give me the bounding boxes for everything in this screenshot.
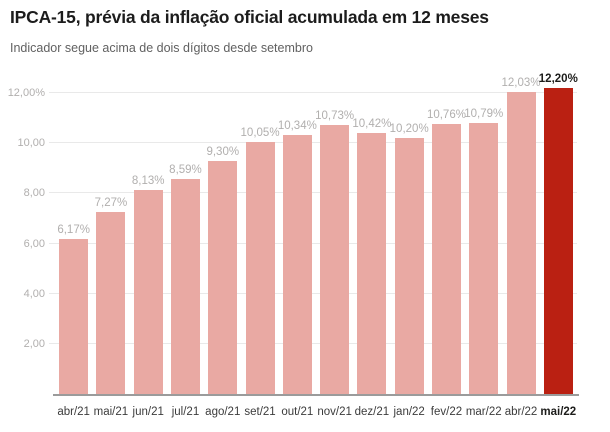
gridline	[49, 342, 577, 344]
bar	[320, 124, 350, 394]
bar-column: 10,42%	[352, 80, 392, 394]
bar-column: 12,20%	[539, 73, 578, 394]
bar	[245, 141, 275, 394]
gridlines-layer	[49, 80, 577, 394]
x-tick-label: jan/22	[393, 406, 425, 418]
bar-column: 9,30%	[204, 80, 241, 394]
y-tick-label: 10,00	[17, 137, 45, 150]
x-tick-label: jun/21	[132, 406, 164, 418]
bar-value-label: 10,20%	[389, 123, 429, 136]
bar-chart: 6,17% 7,27% 8,13% 8,59% 9,30% 10,05% 10,34% 10,…	[55, 73, 578, 394]
bar	[133, 190, 163, 394]
chart-subtitle: Indicador segue acima de dois dígitos de…	[10, 41, 313, 55]
y-tick-label: 8,00	[23, 187, 45, 200]
bar	[59, 239, 89, 394]
bar-value-label: 6,17%	[57, 224, 90, 237]
y-tick-label: 4,00	[23, 287, 45, 300]
x-tick-label: set/21	[244, 406, 276, 418]
bar-value-label: 10,76%	[426, 109, 466, 122]
x-tick-label: mar/22	[465, 406, 502, 418]
bar-highlighted	[543, 88, 573, 394]
bar	[96, 211, 126, 394]
y-axis: 2,00 4,00 6,00 8,00 10,00 12,00%	[0, 80, 45, 394]
x-tick-label: ago/21	[205, 406, 241, 418]
bar	[282, 134, 312, 394]
gridline	[49, 142, 577, 144]
bar-value-label: 10,42%	[352, 117, 392, 130]
x-tick-label: abr/22	[504, 406, 538, 418]
bar-value-label: 8,59%	[169, 163, 202, 176]
x-axis: abr/21 mai/21 jun/21 jul/21 ago/21 set/21 out/…	[55, 406, 577, 418]
bar-value-label: 10,73%	[315, 109, 355, 122]
bar	[170, 178, 200, 394]
x-tick-label: mai/22	[540, 406, 577, 418]
y-tick-label: 6,00	[23, 237, 45, 250]
bar-column: 12,03%	[501, 77, 541, 394]
bar-value-label: 12,20%	[538, 73, 578, 86]
bar-value-label: 12,03%	[501, 77, 541, 90]
y-tick-label: 12,00%	[7, 87, 45, 100]
bar-column: 10,20%	[389, 80, 429, 394]
x-tick-label: dez/21	[354, 406, 390, 418]
x-tick-label: fev/22	[430, 406, 463, 418]
gridline	[49, 192, 577, 194]
chart-title: IPCA-15, prévia da inflação oficial acum…	[10, 7, 489, 27]
x-tick-label: mai/21	[93, 406, 129, 418]
bar-column: 10,79%	[464, 80, 504, 394]
bar	[208, 160, 238, 394]
bar-column: 10,34%	[277, 80, 317, 394]
bar-column: 7,27%	[92, 80, 129, 394]
x-tick-label: jul/21	[171, 406, 200, 418]
bar-value-label: 7,27%	[94, 196, 128, 209]
x-tick-label: nov/21	[317, 406, 352, 418]
bar	[469, 123, 499, 394]
bar	[431, 124, 461, 394]
bar-column: 10,76%	[426, 80, 466, 394]
gridline	[49, 242, 577, 244]
bar-value-label: 10,34%	[277, 119, 317, 132]
bar-column: 8,59%	[167, 80, 204, 394]
x-axis-baseline	[53, 394, 579, 396]
bar-value-label: 10,79%	[464, 108, 504, 121]
bar	[394, 138, 424, 394]
bar-value-label: 9,30%	[206, 145, 240, 158]
y-tick-label: 2,00	[23, 337, 45, 350]
gridline	[49, 92, 577, 94]
bar-column: 6,17%	[55, 80, 92, 394]
bar	[357, 132, 387, 394]
bar-value-label: 10,05%	[240, 126, 280, 139]
x-tick-label: out/21	[281, 406, 314, 418]
bar	[506, 92, 536, 394]
bar-column: 10,73%	[315, 80, 355, 394]
bar-column: 8,13%	[130, 80, 167, 394]
bar-column: 10,05%	[240, 80, 280, 394]
bar-value-label: 8,13%	[131, 175, 165, 188]
gridline	[49, 292, 577, 294]
x-tick-label: abr/21	[57, 406, 90, 418]
